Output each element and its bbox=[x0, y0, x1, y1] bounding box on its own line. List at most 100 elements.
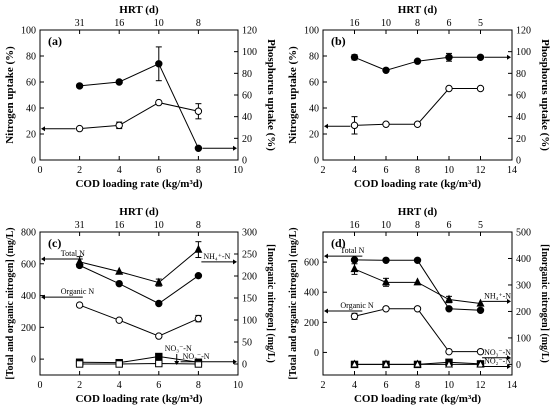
y-tick-label: 40 bbox=[309, 104, 319, 115]
series-line bbox=[354, 308, 481, 353]
x-tick-label: 4 bbox=[117, 380, 122, 391]
chart-panel-a: 0 2 4 6 8 10 COD loading rate (kg/m³d) 31 16 10 8 H… bbox=[4, 4, 277, 190]
y2-tick-label: 150 bbox=[242, 294, 257, 305]
data-point-open-circle bbox=[445, 84, 453, 93]
data-point-open-circle bbox=[445, 347, 453, 356]
y-tick-label: 600 bbox=[21, 259, 36, 270]
annotation-arrow-head bbox=[324, 253, 328, 259]
annotation-arrow-head bbox=[174, 361, 180, 365]
series-annotation: NH₄⁺-N bbox=[484, 291, 511, 300]
top-tick-label: 8 bbox=[196, 18, 201, 29]
top-axis-label: HRT (d) bbox=[119, 4, 159, 16]
series-annotation: NO₂⁻-N bbox=[484, 357, 511, 366]
data-point-filled-triangle bbox=[413, 277, 422, 286]
chart-panel-c: 0 2 4 6 8 10 COD loading rate (kg/m³d) 31 16 10 8 H… bbox=[5, 206, 276, 405]
x-tick-label: 8 bbox=[196, 165, 201, 176]
data-point-open-circle bbox=[194, 107, 203, 115]
x-tick-label: 10 bbox=[233, 165, 243, 176]
data-point-filled-circle bbox=[75, 261, 84, 270]
y2-tick-label: 20 bbox=[242, 134, 252, 145]
data-point-open-triangle bbox=[476, 359, 485, 368]
data-point-filled-circle bbox=[476, 53, 485, 61]
series-annotation: NO₃⁻-N bbox=[165, 344, 192, 353]
series-line bbox=[79, 249, 199, 284]
top-tick-label: 8 bbox=[415, 18, 420, 29]
top-tick-label: 31 bbox=[75, 18, 85, 29]
y-tick-label: 0 bbox=[31, 156, 36, 167]
series-annotation: NO₃⁻-N bbox=[484, 348, 511, 357]
data-point-filled-circle bbox=[382, 256, 390, 264]
data-point-open-triangle bbox=[381, 359, 391, 368]
data-point-open-circle bbox=[413, 120, 422, 128]
annotation-arrow-head bbox=[41, 256, 45, 262]
x-tick-label: 6 bbox=[384, 165, 389, 176]
data-point-open-triangle bbox=[413, 359, 422, 368]
top-axis-label: HRT (d) bbox=[398, 4, 438, 16]
data-point-filled-circle bbox=[350, 53, 359, 61]
data-point-filled-triangle bbox=[154, 277, 163, 286]
x-tick-label: 8 bbox=[415, 165, 420, 176]
data-point-open-circle bbox=[194, 314, 203, 323]
annotation-arrow-head bbox=[324, 308, 328, 314]
series-line bbox=[79, 63, 199, 149]
data-point-filled-circle bbox=[115, 78, 123, 86]
y-tick-label: 400 bbox=[304, 288, 319, 299]
y2-tick-label: 60 bbox=[516, 91, 526, 102]
top-tick-label: 5 bbox=[478, 18, 483, 29]
x-tick-label: 12 bbox=[476, 380, 486, 391]
plot-frame bbox=[322, 29, 513, 161]
y-tick-label: 80 bbox=[309, 52, 319, 63]
plot-frame bbox=[39, 231, 239, 376]
series-line bbox=[354, 268, 481, 304]
data-point-open-square bbox=[194, 360, 203, 368]
x-tick-label: 14 bbox=[507, 380, 517, 391]
y-tick-label: 60 bbox=[26, 78, 36, 89]
data-point-open-circle bbox=[350, 312, 359, 320]
y2-tick-label: 0 bbox=[242, 156, 247, 167]
annotation-arrow-head bbox=[507, 364, 511, 370]
data-point-filled-triangle bbox=[444, 294, 454, 303]
x-axis-label: COD loading rate (kg/m³d) bbox=[75, 178, 202, 190]
series-line bbox=[79, 356, 199, 364]
data-point-open-square bbox=[75, 360, 84, 368]
top-tick-label: 16 bbox=[350, 220, 360, 231]
data-point-filled-circle bbox=[155, 60, 163, 68]
panel-label: (d) bbox=[331, 236, 346, 250]
data-point-open-square bbox=[155, 359, 163, 368]
y-axis-label: [Total and organic nitrogen] (mg/L) bbox=[5, 227, 16, 379]
y2-tick-label: 80 bbox=[516, 69, 526, 80]
chart-panel-b: 2 4 6 8 10 12 14 COD loading rate (kg/m³d) 16 10 8… bbox=[287, 4, 550, 190]
series-line bbox=[79, 102, 199, 130]
data-point-filled-circle bbox=[194, 144, 203, 153]
annotation-arrow-head bbox=[41, 294, 45, 300]
plot-frame bbox=[39, 29, 239, 161]
y-tick-label: 0 bbox=[31, 355, 36, 366]
y2-tick-label: 300 bbox=[242, 228, 257, 239]
top-axis-label: HRT (d) bbox=[398, 206, 438, 218]
data-point-filled-triangle bbox=[350, 264, 359, 273]
y-tick-label: 20 bbox=[309, 130, 319, 141]
data-point-filled-circle bbox=[350, 256, 359, 264]
data-point-filled-triangle bbox=[476, 298, 485, 307]
x-tick-label: 6 bbox=[156, 165, 161, 176]
y-tick-label: 0 bbox=[314, 348, 319, 359]
x-tick-label: 4 bbox=[117, 165, 122, 176]
series-line bbox=[79, 304, 199, 337]
y2-tick-label: 100 bbox=[516, 333, 531, 344]
x-tick-label: 10 bbox=[233, 380, 243, 391]
data-point-filled-circle bbox=[476, 306, 485, 314]
data-point-open-circle bbox=[155, 332, 163, 340]
y-tick-label: 40 bbox=[26, 104, 36, 115]
data-point-open-circle bbox=[75, 301, 84, 309]
y2-tick-label: 40 bbox=[242, 112, 252, 123]
x-tick-label: 8 bbox=[196, 380, 201, 391]
y-tick-label: 100 bbox=[304, 26, 319, 37]
y2-tick-label: 120 bbox=[242, 26, 257, 37]
annotation-arrow-head bbox=[233, 359, 237, 365]
x-tick-label: 2 bbox=[77, 165, 82, 176]
top-tick-label: 6 bbox=[447, 18, 452, 29]
top-tick-label: 16 bbox=[114, 220, 124, 231]
data-point-filled-circle bbox=[445, 305, 453, 313]
data-point-open-circle bbox=[413, 305, 422, 313]
